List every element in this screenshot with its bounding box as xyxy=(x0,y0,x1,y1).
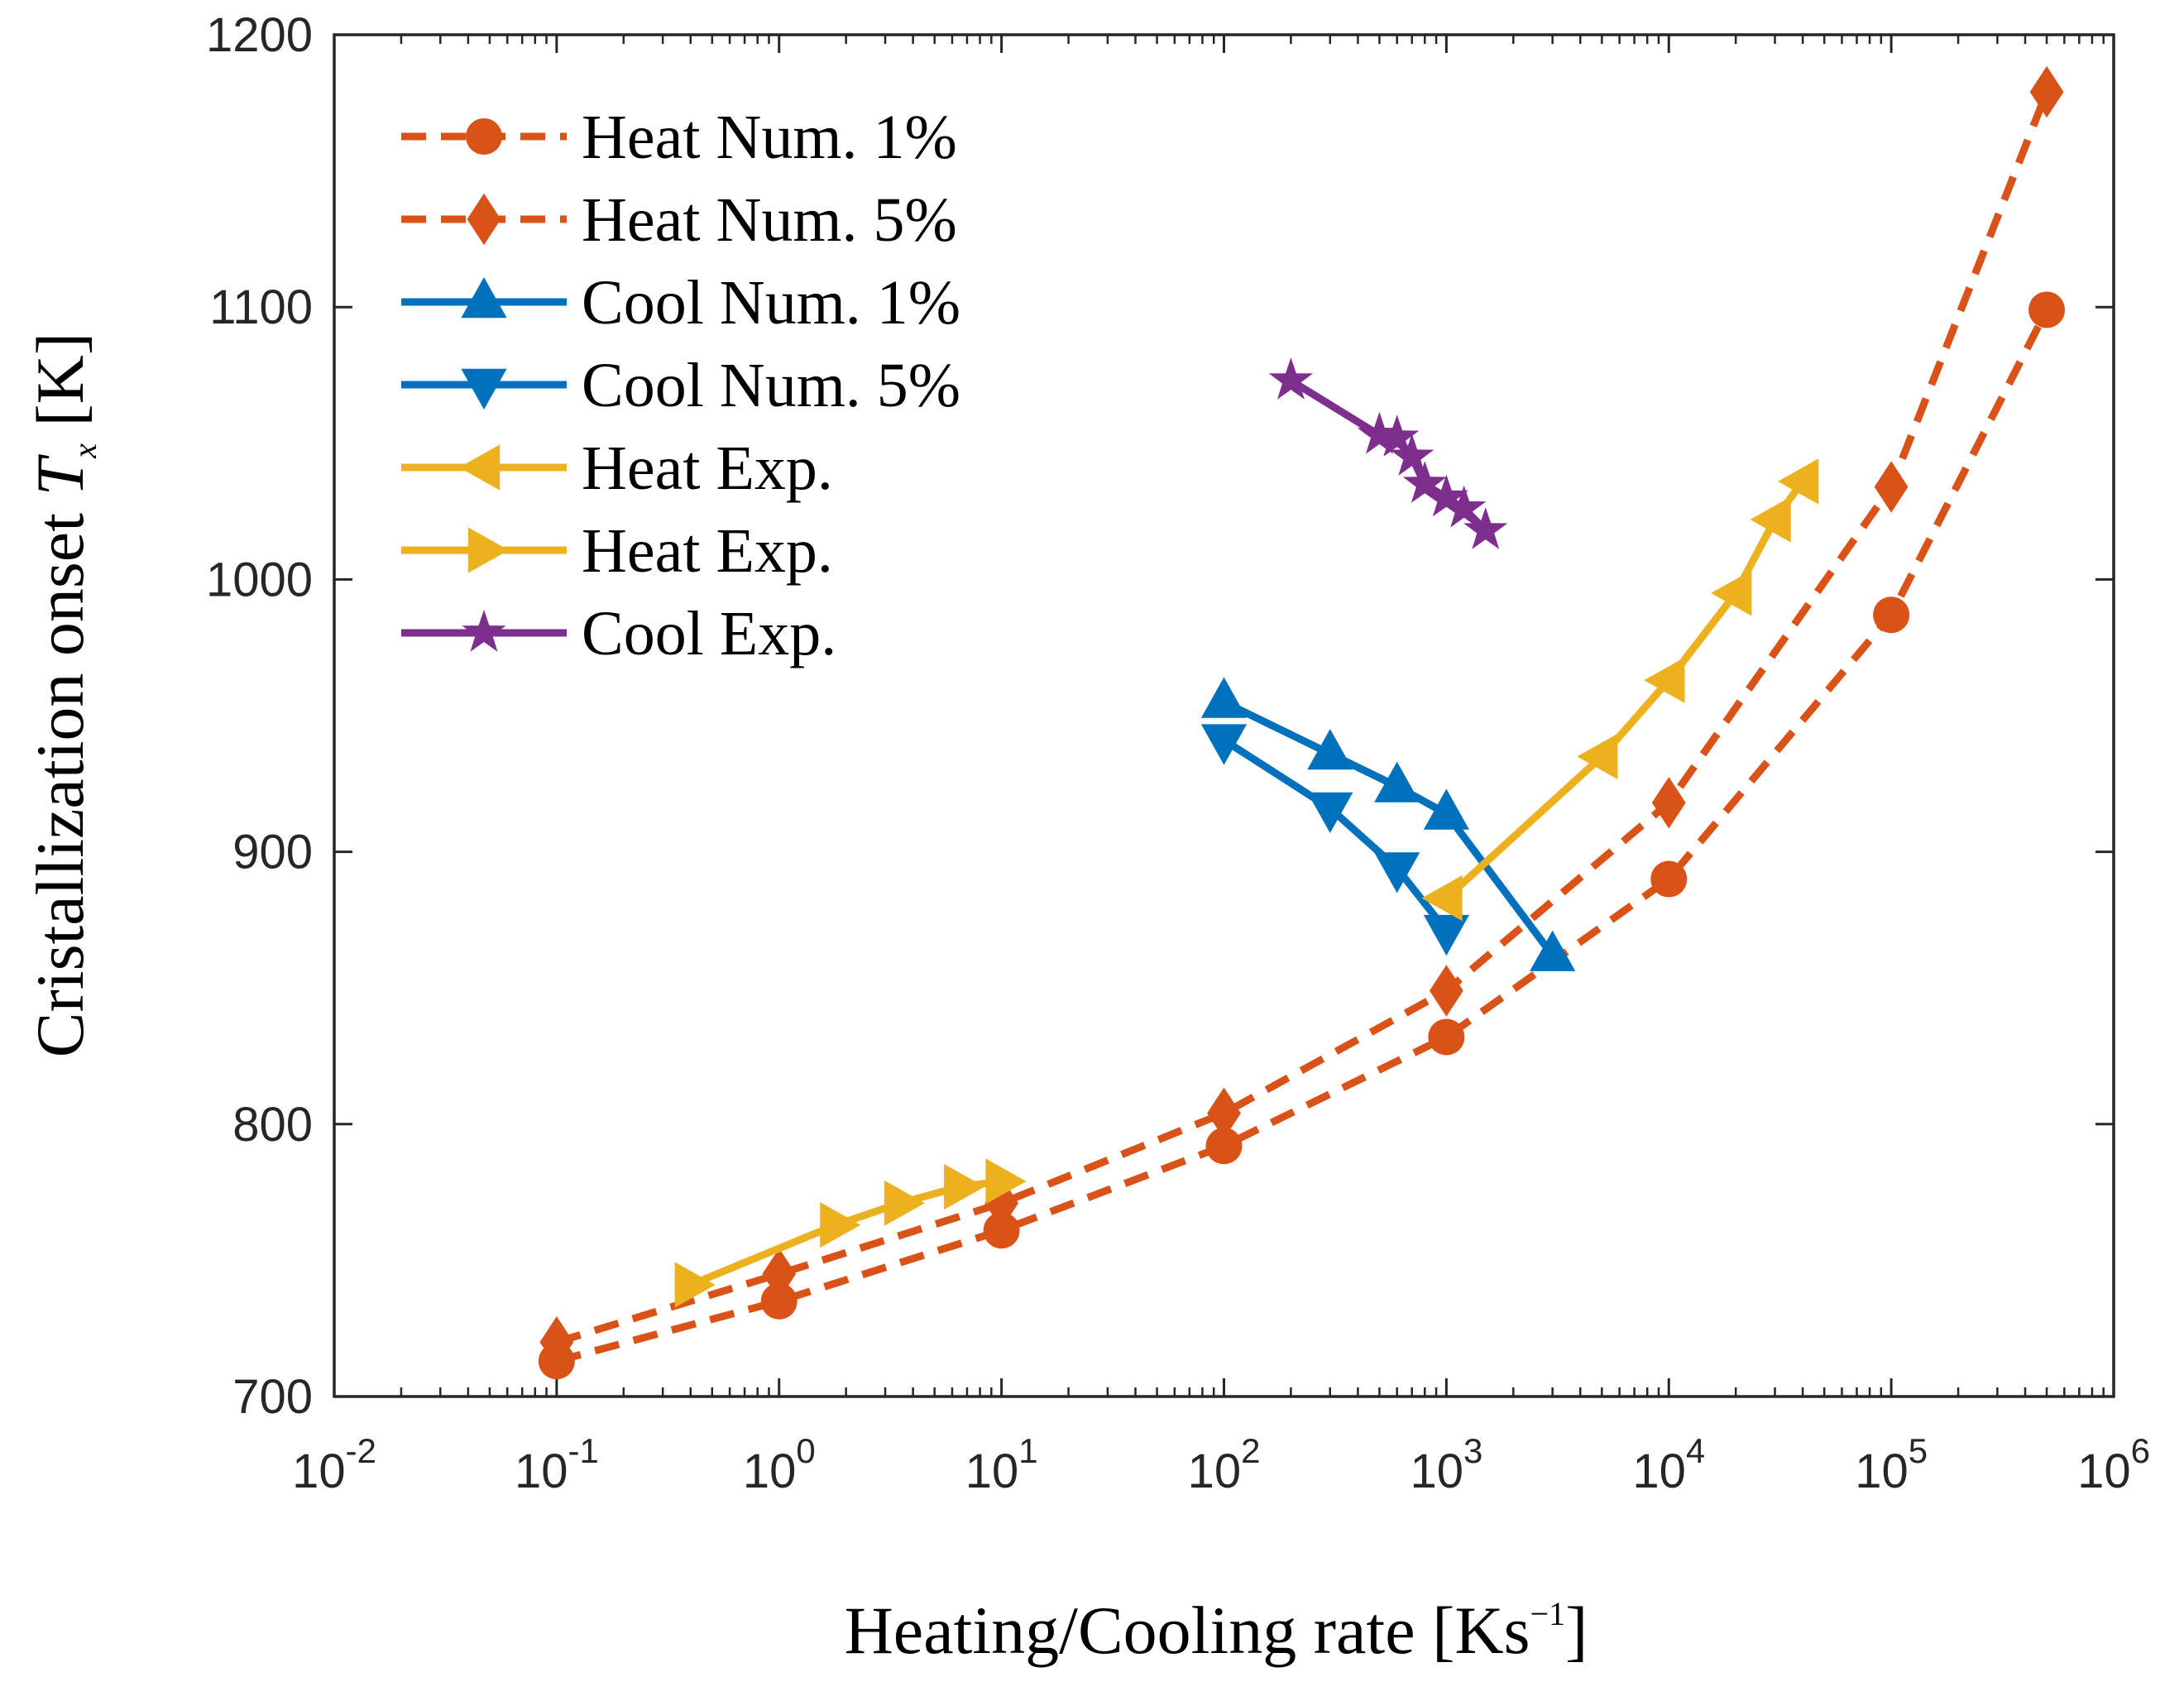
data-point xyxy=(1424,474,1468,517)
series-line xyxy=(555,90,2051,1346)
x-tick-label: 105 xyxy=(1855,1431,1928,1498)
data-point xyxy=(1374,761,1420,802)
legend-marker xyxy=(466,118,502,155)
data-point xyxy=(539,1316,574,1368)
y-tick-label: 1100 xyxy=(209,280,313,334)
data-point xyxy=(1778,458,1819,505)
data-point xyxy=(1651,777,1686,829)
data-point xyxy=(1463,507,1508,549)
x-tick-label: 101 xyxy=(965,1431,1038,1498)
data-point xyxy=(884,1180,925,1226)
x-tick-label: 103 xyxy=(1410,1431,1482,1498)
axes: 10-2 10-1 100 101 102 103 104 105 106 700 800 900 10… xyxy=(206,8,2150,1498)
legend-label: Heat Num. 5% xyxy=(582,185,957,255)
legend-label: Cool Exp. xyxy=(582,599,836,668)
y-axis-title: Cristallization onset Tx [K] xyxy=(22,333,103,1057)
legend-marker xyxy=(459,444,500,491)
data-point xyxy=(1402,461,1447,503)
x-tick-label: 100 xyxy=(743,1431,816,1498)
legend-marker xyxy=(461,368,507,410)
series-4 xyxy=(1200,724,1469,956)
data-point xyxy=(1711,570,1752,616)
data-point xyxy=(1644,657,1685,703)
y-tick-label: 700 xyxy=(232,1370,313,1424)
data-point xyxy=(1423,914,1469,956)
legend-item-3: Cool Num. 1% xyxy=(401,268,960,338)
data-point xyxy=(985,1158,1027,1205)
data-point xyxy=(762,1248,797,1301)
legend-marker xyxy=(462,610,506,652)
legend-item-5: Heat Exp. xyxy=(401,434,833,503)
legend-item-1: Heat Num. 1% xyxy=(401,103,957,172)
data-point xyxy=(1207,1087,1241,1139)
series-line xyxy=(1222,698,1556,958)
data-point xyxy=(1268,357,1314,400)
legend-label: Heat Num. 1% xyxy=(582,103,957,172)
x-tick-label: 10-2 xyxy=(292,1431,376,1498)
data-point xyxy=(1750,496,1791,543)
x-tick-label: 104 xyxy=(1632,1431,1705,1498)
data-point xyxy=(760,1282,797,1320)
data-point xyxy=(1205,1128,1243,1165)
legend-marker xyxy=(461,277,507,319)
data-point xyxy=(1307,729,1353,770)
data-point xyxy=(1200,677,1248,718)
data-point xyxy=(1430,965,1463,1017)
data-point xyxy=(1530,930,1576,971)
data-point xyxy=(1421,875,1463,922)
legend: Heat Num. 1% Heat Num. 5% Cool Num. 1% Cool… xyxy=(401,103,960,668)
legend-item-7: Cool Exp. xyxy=(401,599,836,668)
series-7 xyxy=(1268,357,1508,549)
x-tick-label: 106 xyxy=(2077,1431,2150,1498)
data-point xyxy=(674,1262,716,1308)
data-point xyxy=(983,1212,1020,1249)
y-tick-label: 1200 xyxy=(206,8,313,62)
x-axis-title: Heating/Cooling rate [Ks−1] xyxy=(845,1593,1588,1668)
plot-area xyxy=(538,65,2066,1380)
legend-label: Heat Exp. xyxy=(582,434,833,503)
series-6 xyxy=(674,1158,1027,1308)
data-point xyxy=(1873,596,1910,634)
x-tick-label: 10-1 xyxy=(515,1431,599,1498)
y-tick-label: 1000 xyxy=(206,553,313,606)
data-point xyxy=(1423,788,1469,830)
y-tick-label: 800 xyxy=(232,1098,313,1152)
data-point xyxy=(1390,434,1434,476)
data-point xyxy=(984,1177,1018,1229)
data-point xyxy=(1874,461,1909,513)
data-point xyxy=(1200,724,1248,765)
data-point xyxy=(2028,291,2066,328)
x-tick-label: 102 xyxy=(1188,1431,1261,1498)
data-point xyxy=(1577,733,1618,779)
legend-item-4: Cool Num. 5% xyxy=(401,351,960,420)
legend-item-6: Heat Exp. xyxy=(401,516,833,586)
legend-label: Cool Num. 5% xyxy=(582,351,960,420)
data-point xyxy=(1374,852,1420,894)
y-tick-label: 900 xyxy=(232,826,313,879)
data-point xyxy=(2029,65,2064,118)
data-point xyxy=(1650,860,1688,898)
data-point xyxy=(1442,485,1487,528)
legend-item-2: Heat Num. 5% xyxy=(401,185,957,255)
series-2 xyxy=(539,65,2064,1368)
data-point xyxy=(1428,1018,1465,1056)
data-point xyxy=(1307,792,1353,833)
legend-label: Heat Exp. xyxy=(582,516,833,586)
series-5 xyxy=(1421,458,1819,922)
series-line xyxy=(555,308,2051,1365)
series-line xyxy=(1222,736,1449,933)
data-point xyxy=(1375,414,1420,457)
data-point xyxy=(820,1202,861,1248)
series-1 xyxy=(538,291,2066,1380)
data-point xyxy=(944,1163,985,1210)
legend-marker xyxy=(467,193,501,246)
legend-marker xyxy=(467,527,509,573)
legend-label: Cool Num. 1% xyxy=(582,268,960,338)
